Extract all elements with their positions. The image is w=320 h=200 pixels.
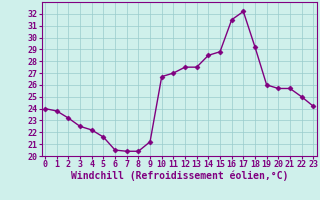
X-axis label: Windchill (Refroidissement éolien,°C): Windchill (Refroidissement éolien,°C)	[70, 171, 288, 181]
